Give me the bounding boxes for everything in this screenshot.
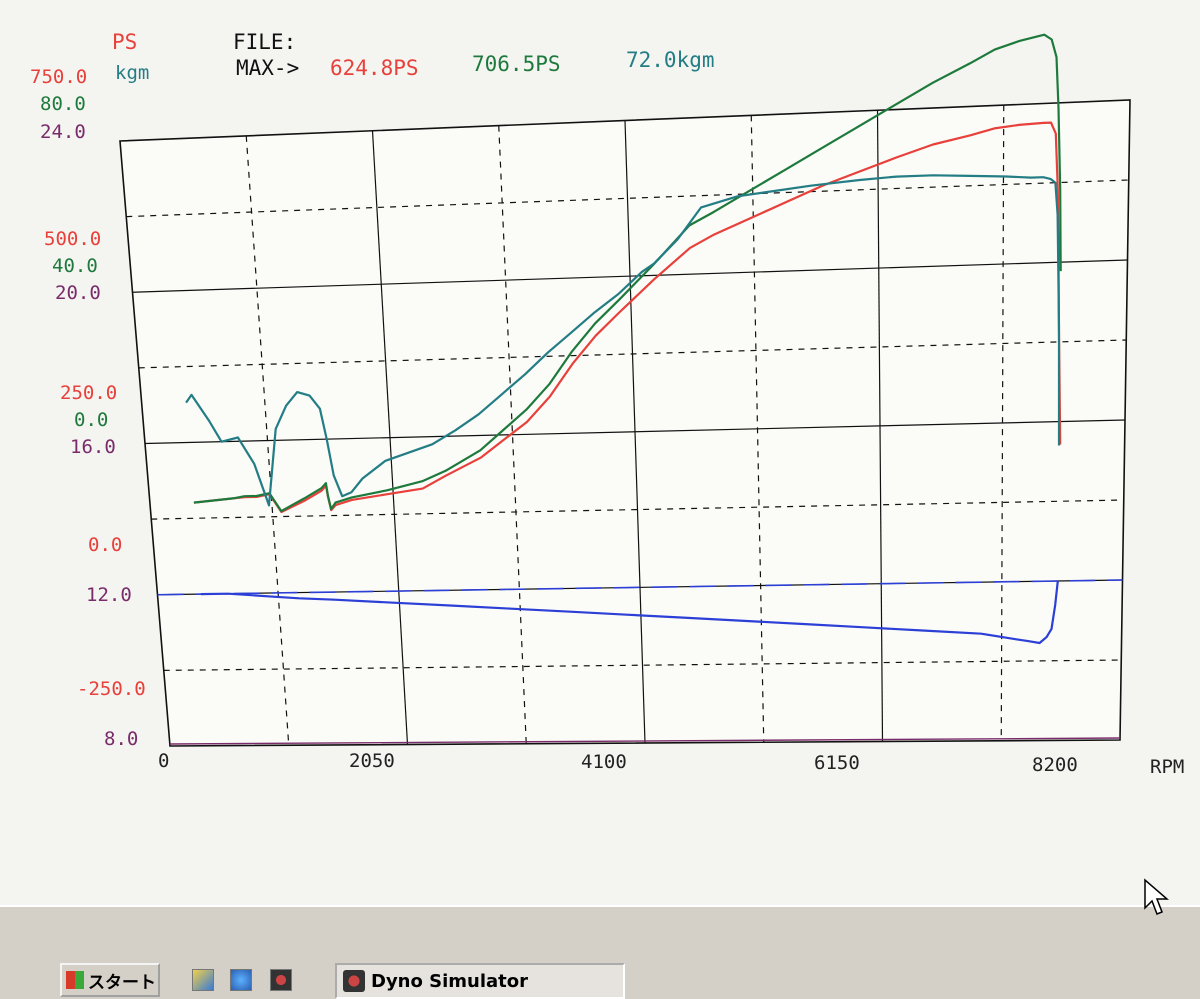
series-line-2 xyxy=(185,174,1061,507)
plot-frame xyxy=(119,99,1131,747)
start-button[interactable]: スタート xyxy=(60,963,160,997)
dyno-chart xyxy=(119,33,1131,747)
reference-line xyxy=(157,579,1123,596)
taskbar-item-dyno-simulator[interactable]: Dyno Simulator xyxy=(335,963,625,999)
purple-tick-label: 8.0 xyxy=(104,728,139,750)
x-tick-label: 6150 xyxy=(814,752,860,774)
series-line-0 xyxy=(193,121,1062,514)
dyno-app-icon xyxy=(343,970,365,992)
kgm-unit-label: kgm xyxy=(115,62,150,84)
max-ps-red: 624.8PS xyxy=(330,56,419,80)
purple-tick-label: 16.0 xyxy=(70,436,116,458)
purple-tick-label: 12.0 xyxy=(86,584,132,606)
v-gridline xyxy=(371,130,409,745)
max-kgm: 72.0kgm xyxy=(626,48,715,72)
x-tick-label: 2050 xyxy=(349,750,395,772)
ps-unit-label: PS xyxy=(112,30,138,54)
x-tick-label: 0 xyxy=(158,750,170,772)
x-tick-label: 4100 xyxy=(581,751,627,773)
series-line-1 xyxy=(193,33,1062,513)
ps-tick-label: 750.0 xyxy=(30,66,88,88)
max-label: MAX-> xyxy=(236,56,300,80)
max-ps-green: 706.5PS xyxy=(472,52,561,76)
kgm-tick-label: 0.0 xyxy=(74,409,109,431)
ps-tick-label: 250.0 xyxy=(60,382,118,404)
ps-tick-label: -250.0 xyxy=(77,678,146,700)
x-axis-unit: RPM xyxy=(1150,756,1185,778)
start-label: スタート xyxy=(88,972,156,993)
taskbar: スタート Dyno Simulator xyxy=(0,905,1200,999)
v-gridline xyxy=(624,120,646,744)
v-gridline xyxy=(1000,105,1005,741)
v-gridline xyxy=(245,135,290,746)
taskbar-item-label: Dyno Simulator xyxy=(371,970,528,992)
kgm-tick-label: 40.0 xyxy=(52,255,98,277)
v-gridline xyxy=(750,115,765,743)
kgm-tick-label: 80.0 xyxy=(40,93,86,115)
ps-tick-label: 500.0 xyxy=(44,228,102,250)
dyno-window: PS kgm FILE: MAX-> 624.8PS 706.5PS 72.0k… xyxy=(30,30,1185,778)
purple-baseline xyxy=(169,737,1121,745)
purple-tick-label: 24.0 xyxy=(40,121,86,143)
dyno-launch-icon[interactable] xyxy=(270,969,292,991)
mouse-cursor-icon xyxy=(1144,878,1169,915)
show-desktop-icon[interactable] xyxy=(192,969,214,991)
series-line-3 xyxy=(200,580,1059,645)
ps-tick-label: 0.0 xyxy=(88,534,123,556)
windows-flag-icon xyxy=(66,971,84,989)
file-label: FILE: xyxy=(233,30,297,54)
x-tick-label: 8200 xyxy=(1032,754,1078,776)
purple-tick-label: 20.0 xyxy=(55,282,101,304)
h-gridline xyxy=(163,659,1122,671)
explorer-icon[interactable] xyxy=(230,969,252,991)
v-gridline xyxy=(876,110,884,742)
